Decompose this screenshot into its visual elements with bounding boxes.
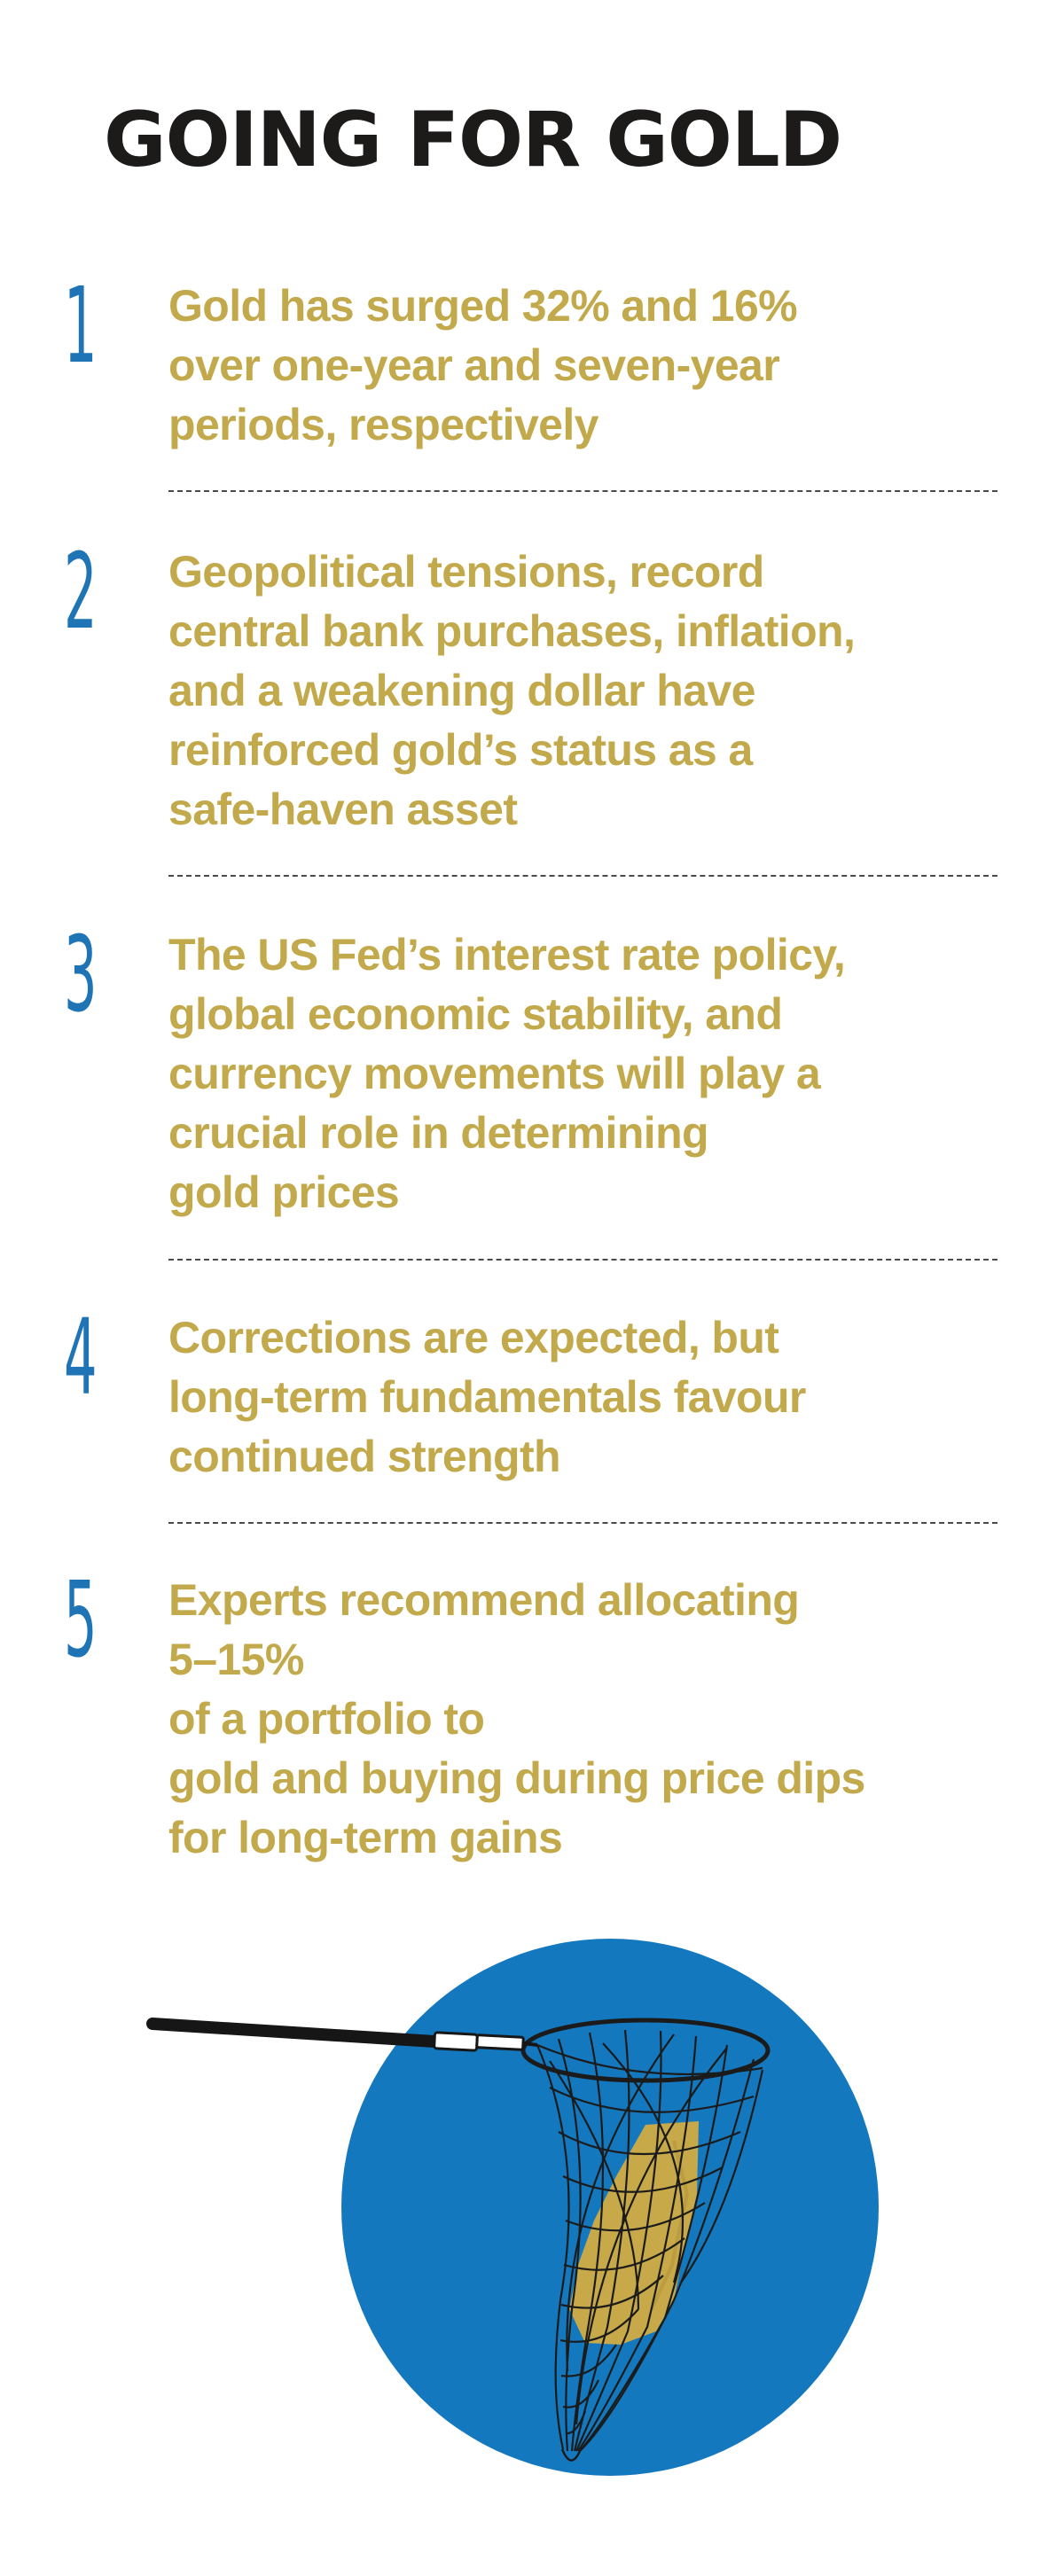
point-text: Geopolitical tensions, record central ba… [168, 547, 856, 834]
net-handle [146, 2018, 538, 2052]
point-number: 3 [64, 913, 98, 1035]
divider [168, 875, 998, 877]
point-number: 1 [64, 264, 98, 386]
gold-net-icon [146, 1939, 879, 2476]
point-text: Experts recommend allocating 5–15% of a … [168, 1575, 865, 1862]
point-text: Corrections are expected, but long-term … [168, 1313, 806, 1481]
point-number: 2 [64, 530, 98, 652]
point-text: The US Fed’s interest rate policy, globa… [168, 930, 846, 1217]
point-text: Gold has surged 32% and 16% over one-yea… [168, 281, 798, 449]
point-number: 5 [64, 1558, 98, 1681]
point-number: 4 [64, 1296, 98, 1418]
divider [168, 1259, 998, 1261]
page-title: GOING FOR GOLD [104, 96, 842, 184]
divider [168, 490, 998, 492]
divider [168, 1522, 998, 1524]
net-mesh [536, 2029, 764, 2452]
